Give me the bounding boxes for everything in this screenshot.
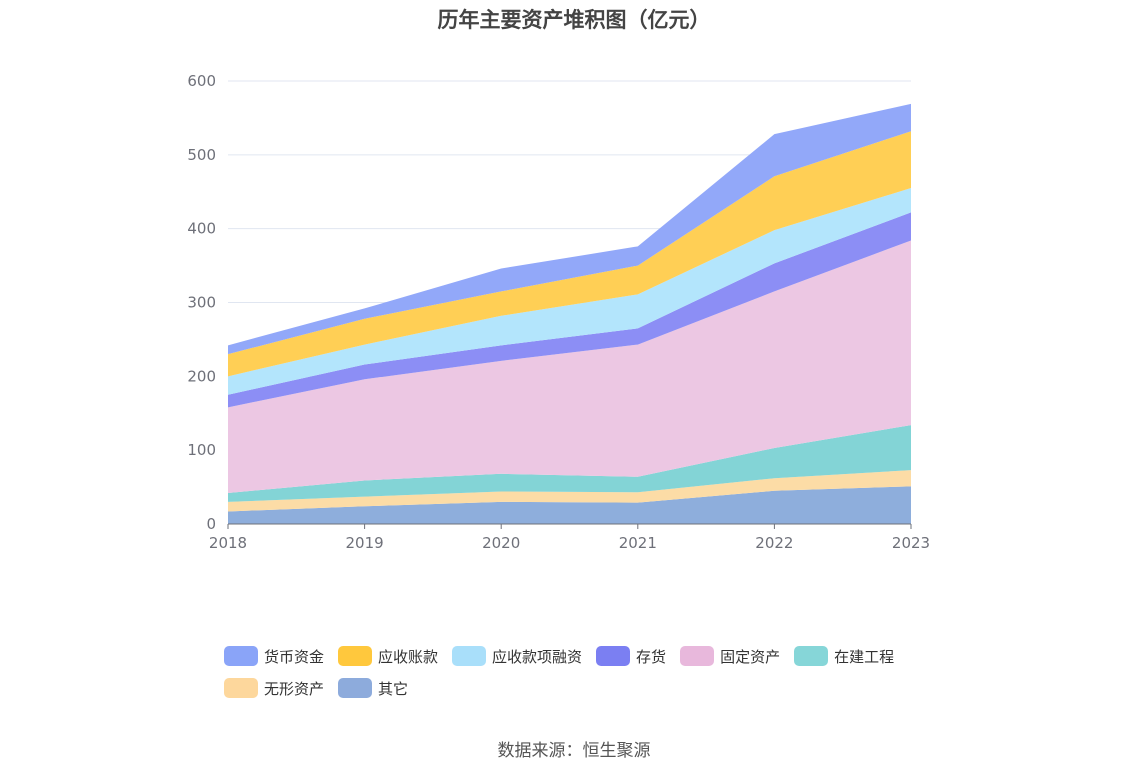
legend-swatch	[338, 678, 373, 698]
legend-item-construction[interactable]: 在建工程	[794, 646, 894, 667]
legend-item-inventory[interactable]: 存货	[596, 646, 666, 667]
y-tick-label: 0	[206, 515, 216, 533]
series-area	[228, 486, 911, 524]
x-tick-label: 2021	[619, 534, 657, 552]
legend-swatch	[452, 646, 487, 666]
legend-label: 货币资金	[264, 647, 325, 666]
legend-swatch	[224, 678, 258, 698]
legend-row-1: 货币资金 应收账款 应收款项融资 存货 固定资产 在建工程	[224, 640, 944, 672]
y-tick-label: 600	[187, 72, 216, 90]
y-tick-label: 500	[187, 146, 216, 164]
series-area	[228, 240, 911, 493]
series-area	[228, 470, 911, 512]
chart-legend: 货币资金 应收账款 应收款项融资 存货 固定资产 在建工程 无形资产	[224, 640, 944, 704]
legend-swatch	[224, 646, 258, 666]
series-area	[228, 188, 911, 395]
x-tick-label: 2020	[482, 534, 520, 552]
legend-swatch	[794, 646, 829, 666]
legend-label: 存货	[636, 647, 667, 666]
legend-item-intangible[interactable]: 无形资产	[224, 678, 324, 699]
series-area	[228, 212, 911, 408]
legend-item-receivables[interactable]: 应收账款	[338, 646, 438, 667]
y-tick-label: 100	[187, 441, 216, 459]
x-tick-label: 2018	[209, 534, 247, 552]
series-area	[228, 425, 911, 502]
legend-swatch	[596, 646, 631, 666]
data-source-note: 数据来源：恒生聚源	[497, 741, 651, 761]
legend-label: 应收账款	[378, 647, 439, 666]
x-tick-label: 2019	[346, 534, 384, 552]
legend-label: 应收款项融资	[492, 647, 583, 666]
x-tick-label: 2023	[892, 534, 930, 552]
x-tick-label: 2022	[755, 534, 793, 552]
legend-row-2: 无形资产 其它	[224, 672, 944, 704]
y-tick-label: 200	[187, 367, 216, 385]
y-tick-label: 400	[187, 220, 216, 238]
legend-item-cash[interactable]: 货币资金	[224, 646, 324, 667]
series-area	[228, 131, 911, 377]
series-area	[228, 103, 911, 355]
y-tick-label: 300	[187, 294, 216, 312]
legend-item-receivables-financing[interactable]: 应收款项融资	[452, 646, 582, 667]
legend-item-other[interactable]: 其它	[338, 678, 408, 699]
legend-label: 固定资产	[720, 647, 781, 666]
legend-swatch	[680, 646, 715, 666]
legend-label: 在建工程	[834, 647, 895, 666]
chart-title: 历年主要资产堆积图（亿元）	[437, 8, 711, 32]
legend-label: 无形资产	[264, 679, 325, 698]
legend-swatch	[338, 646, 373, 666]
legend-label: 其它	[378, 679, 409, 698]
legend-item-fixed-assets[interactable]: 固定资产	[680, 646, 780, 667]
